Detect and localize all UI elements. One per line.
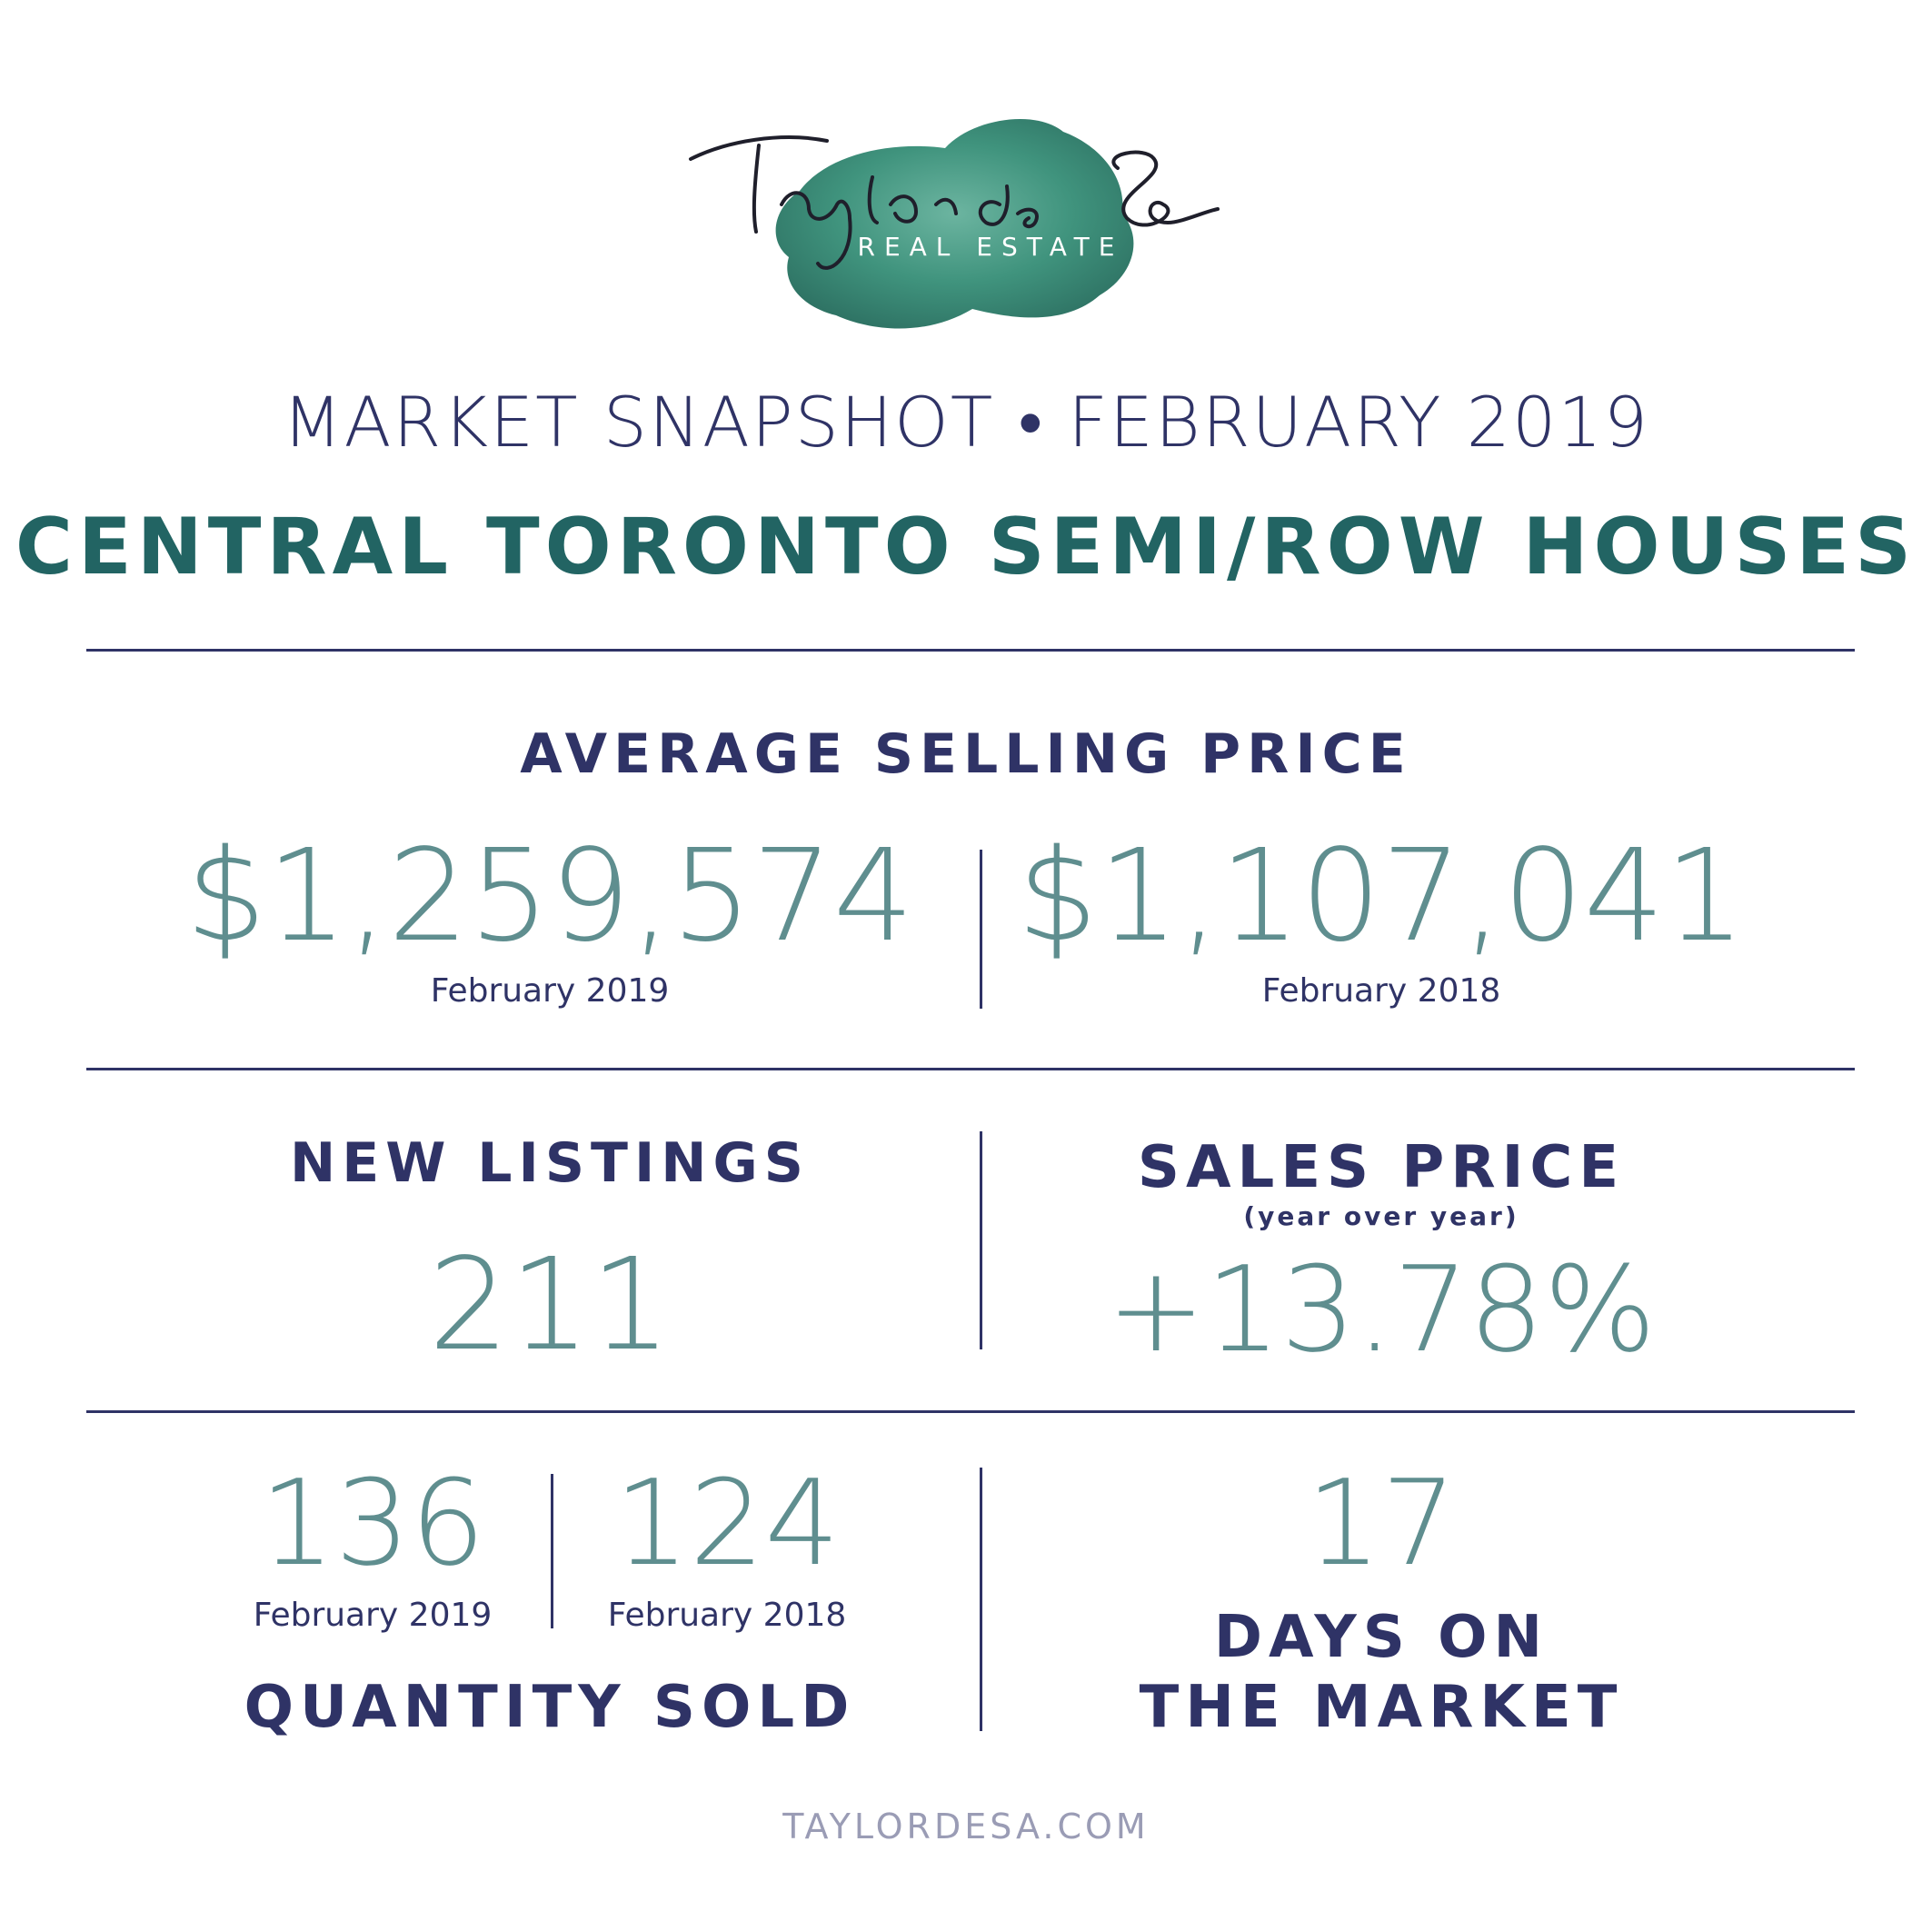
avg-price-current-label: February 2019 [430,972,670,1010]
divider-top [86,649,1855,652]
average-selling-price-heading: AVERAGE SELLING PRICE [520,722,1412,786]
avg-price-previous-label: February 2018 [1261,972,1501,1010]
quantity-sold-current-value: 136 [259,1454,486,1592]
quantity-days-divider [980,1468,982,1731]
divider-middle [86,1068,1855,1070]
quantity-sold-current-label: February 2019 [253,1597,493,1634]
quantity-sold-heading: QUANTITY SOLD [244,1674,856,1741]
quantity-sold-inner-divider [551,1474,553,1628]
brand-logo: REAL ESTATE [672,105,1272,341]
watercolor-splash [775,119,1134,329]
quantity-sold-previous-label: February 2018 [607,1597,847,1634]
snapshot-title: MARKET SNAPSHOT • FEBRUARY 2019 [282,382,1650,463]
divider-bottom [86,1410,1855,1413]
sales-price-heading: SALES PRICE [1137,1134,1626,1201]
avg-price-previous-value: $1,107,041 [1017,822,1746,970]
new-listings-heading: NEW LISTINGS [290,1131,810,1195]
script-signature [689,135,1220,270]
sales-price-subheading: (year over year) [1243,1201,1519,1231]
quantity-sold-previous-value: 124 [613,1454,841,1592]
website-link[interactable]: TAYLORDESA.COM [782,1807,1150,1846]
new-listings-value: 211 [428,1231,672,1379]
listings-sales-divider [980,1131,982,1349]
main-title: CENTRAL TORONTO SEMI/ROW HOUSES [15,502,1917,592]
days-on-market-value: 17 [1306,1454,1457,1592]
watercolor-logo-graphic [689,119,1220,329]
avg-price-divider [980,850,982,1009]
days-on-market-heading-line1: DAYS ON [1213,1604,1549,1671]
avg-price-current-value: $1,259,574 [185,822,914,970]
logo-subtitle: REAL ESTATE [857,232,1124,262]
days-on-market-heading-line2: THE MARKET [1139,1674,1624,1741]
sales-price-value: +13.78% [1106,1240,1657,1379]
